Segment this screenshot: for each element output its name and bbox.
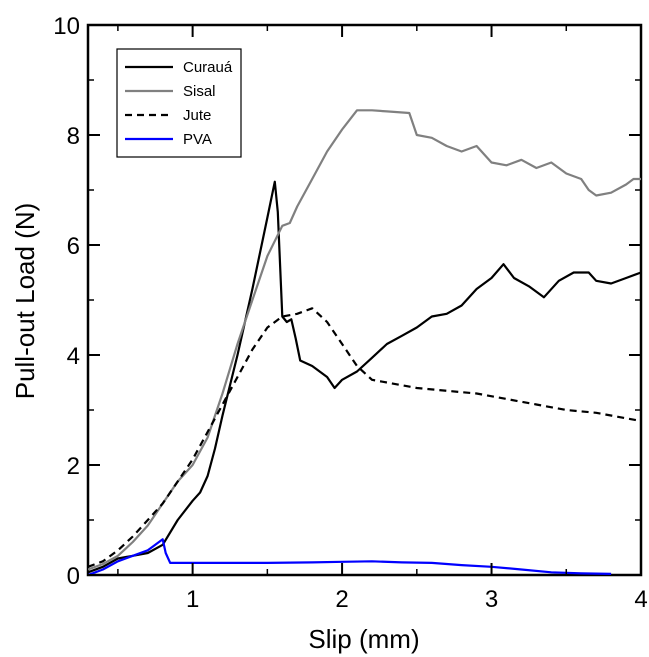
x-tick-label: 3 <box>485 586 498 613</box>
legend-label: Jute <box>183 107 211 124</box>
legend-label: Curauá <box>183 59 233 76</box>
series-line-curaua <box>88 180 641 574</box>
y-tick-label: 2 <box>67 453 80 480</box>
series-line-pva <box>88 538 612 575</box>
y-tick-label: 4 <box>67 343 80 370</box>
legend-label: PVA <box>183 131 212 148</box>
legend-label: Sisal <box>183 83 216 100</box>
series-line-jute <box>88 307 641 568</box>
x-tick-label: 4 <box>634 586 647 613</box>
y-tick-label: 10 <box>53 13 80 40</box>
legend: Curauá Sisal Jute PVA <box>116 48 242 158</box>
y-axis-title: Pull-out Load (N) <box>10 203 40 400</box>
y-tick-label: 6 <box>67 233 80 260</box>
x-tick-label: 1 <box>186 586 199 613</box>
axis-ticks: 1 2 3 4 0 2 4 6 8 10 <box>53 13 647 613</box>
x-tick-label: 2 <box>335 586 348 613</box>
series-line-sisal <box>88 109 641 571</box>
series-layer <box>88 109 641 575</box>
y-tick-label: 0 <box>67 563 80 590</box>
y-tick-label: 8 <box>67 123 80 150</box>
x-axis-title: Slip (mm) <box>308 624 419 654</box>
